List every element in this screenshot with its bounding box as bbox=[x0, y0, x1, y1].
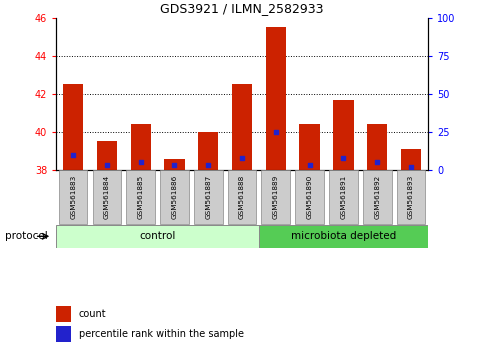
Point bbox=[271, 129, 279, 135]
Bar bbox=[396, 171, 425, 224]
Bar bbox=[366, 124, 386, 170]
Point bbox=[339, 155, 346, 161]
Bar bbox=[97, 141, 117, 170]
Text: GSM561890: GSM561890 bbox=[306, 175, 312, 219]
Bar bbox=[328, 171, 357, 224]
Text: count: count bbox=[79, 309, 106, 319]
Point bbox=[170, 162, 178, 168]
Text: microbiota depleted: microbiota depleted bbox=[290, 231, 395, 241]
Bar bbox=[265, 27, 285, 170]
Point bbox=[137, 159, 144, 165]
Bar bbox=[259, 225, 427, 248]
Point bbox=[372, 159, 380, 165]
Bar bbox=[92, 171, 121, 224]
Bar bbox=[130, 124, 150, 170]
Bar bbox=[59, 171, 87, 224]
Point bbox=[69, 152, 77, 158]
Bar bbox=[160, 171, 188, 224]
Bar bbox=[164, 159, 184, 170]
Text: percentile rank within the sample: percentile rank within the sample bbox=[79, 330, 243, 339]
Bar bbox=[362, 171, 391, 224]
Text: GSM561889: GSM561889 bbox=[272, 175, 278, 219]
Text: GSM561893: GSM561893 bbox=[407, 175, 413, 219]
Text: GSM561888: GSM561888 bbox=[239, 175, 244, 219]
Bar bbox=[56, 225, 259, 248]
Point bbox=[204, 162, 212, 168]
Point bbox=[406, 164, 414, 170]
Text: GSM561885: GSM561885 bbox=[138, 175, 143, 219]
Bar bbox=[333, 99, 353, 170]
Text: GSM561883: GSM561883 bbox=[70, 175, 76, 219]
Title: GDS3921 / ILMN_2582933: GDS3921 / ILMN_2582933 bbox=[160, 2, 323, 15]
Bar bbox=[227, 171, 256, 224]
Bar bbox=[194, 171, 222, 224]
Bar bbox=[56, 326, 71, 342]
Point bbox=[305, 162, 313, 168]
Bar bbox=[126, 171, 155, 224]
Text: control: control bbox=[139, 231, 175, 241]
Bar bbox=[56, 306, 71, 321]
Point bbox=[103, 162, 111, 168]
Text: GSM561886: GSM561886 bbox=[171, 175, 177, 219]
Bar bbox=[295, 171, 324, 224]
Text: GSM561884: GSM561884 bbox=[104, 175, 110, 219]
Bar bbox=[299, 124, 319, 170]
Text: GSM561892: GSM561892 bbox=[373, 175, 379, 219]
Text: GSM561891: GSM561891 bbox=[340, 175, 346, 219]
Bar bbox=[231, 84, 252, 170]
Bar bbox=[63, 84, 83, 170]
Text: GSM561887: GSM561887 bbox=[205, 175, 211, 219]
Point bbox=[238, 155, 245, 161]
Bar bbox=[400, 149, 420, 170]
Bar bbox=[261, 171, 289, 224]
Text: protocol: protocol bbox=[5, 231, 47, 241]
Bar bbox=[198, 132, 218, 170]
